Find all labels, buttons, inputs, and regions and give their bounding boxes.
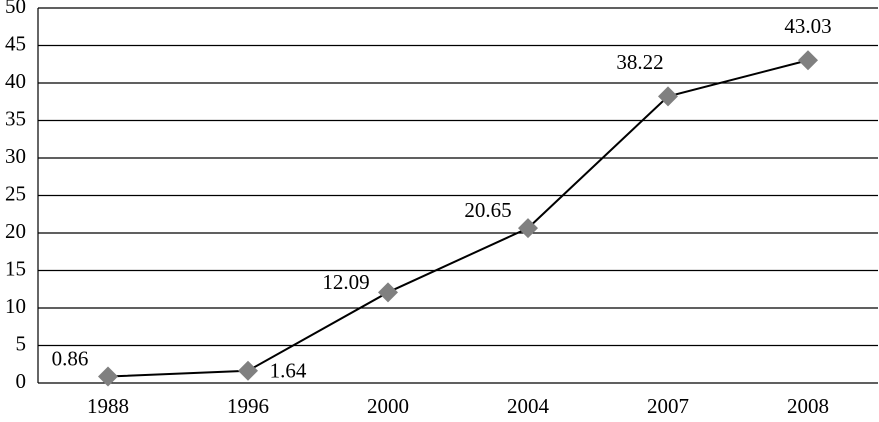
- y-tick-label: 35: [5, 106, 26, 130]
- line: [107, 59, 809, 378]
- y-tick-label: 50: [5, 0, 26, 18]
- x-tick-label: 1988: [87, 394, 129, 418]
- marker: [238, 360, 258, 381]
- y-tick-label: 0: [16, 369, 27, 393]
- x-tick-label: 2008: [787, 394, 829, 418]
- x-tick-label: 1996: [227, 394, 269, 418]
- x-tick-label: 2004: [507, 394, 550, 418]
- data-label: 12.09: [322, 270, 369, 294]
- marker: [798, 50, 818, 71]
- data-label: 38.22: [616, 50, 663, 74]
- y-tick-label: 5: [16, 331, 27, 355]
- y-tick-label: 40: [5, 69, 26, 93]
- data-label: 20.65: [464, 198, 511, 222]
- data-label: 1.64: [270, 359, 307, 383]
- y-tick-label: 15: [5, 256, 26, 280]
- marker: [658, 86, 678, 107]
- data-label: 0.86: [52, 346, 89, 370]
- y-tick-label: 10: [5, 294, 26, 318]
- x-tick-label: 2007: [647, 394, 689, 418]
- marker: [378, 282, 398, 303]
- y-tick-label: 20: [5, 219, 26, 243]
- y-tick-label: 30: [5, 144, 26, 168]
- y-tick-label: 25: [5, 181, 26, 205]
- data-label: 43.03: [784, 14, 831, 38]
- x-tick-label: 2000: [367, 394, 409, 418]
- marker: [98, 366, 118, 387]
- marker: [518, 218, 538, 239]
- y-tick-label: 45: [5, 31, 26, 55]
